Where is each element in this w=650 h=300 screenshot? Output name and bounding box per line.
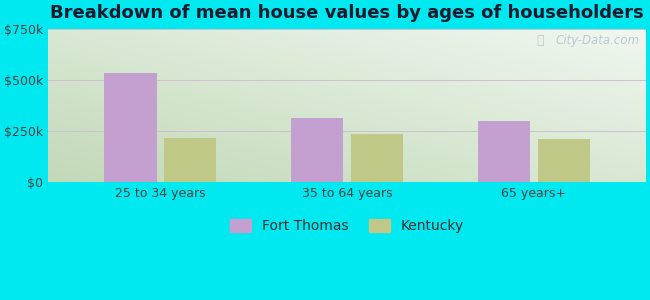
- Title: Breakdown of mean house values by ages of householders: Breakdown of mean house values by ages o…: [50, 4, 644, 22]
- Text: City-Data.com: City-Data.com: [556, 34, 640, 47]
- Bar: [538, 139, 590, 182]
- Bar: [291, 118, 343, 182]
- Text: ⓘ: ⓘ: [537, 34, 544, 47]
- Legend: Fort Thomas, Kentucky: Fort Thomas, Kentucky: [224, 214, 470, 239]
- Bar: [478, 121, 530, 182]
- Bar: [104, 73, 157, 182]
- Bar: [164, 138, 216, 182]
- Bar: [351, 134, 403, 182]
